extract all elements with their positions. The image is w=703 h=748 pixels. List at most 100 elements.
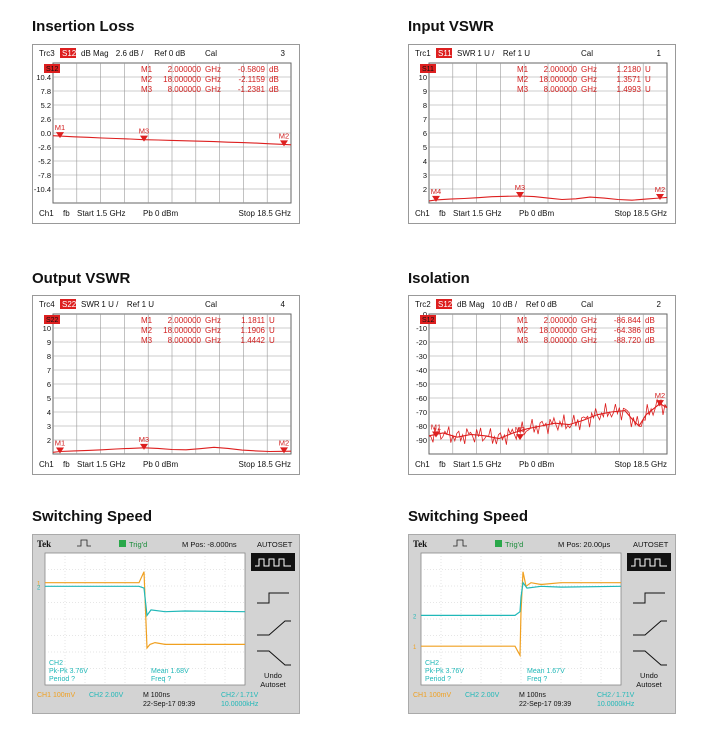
footer-channel: Ch1 <box>39 460 54 469</box>
acquire-icon <box>453 539 467 547</box>
marker-point-label: M1 <box>431 423 441 432</box>
status-date: 22-Sep-17 09:39 <box>143 701 195 708</box>
y-tick-label: -60 <box>416 394 427 403</box>
marker-table-unit: GHz <box>205 336 221 345</box>
ch2-marker: 2 <box>413 614 417 620</box>
status-ch1: CH1 100mV <box>37 692 75 699</box>
y-tick-label: 6 <box>423 129 427 138</box>
marker-point-label: M2 <box>655 391 665 400</box>
footer-fb: fb <box>63 460 70 469</box>
trace-tag: S12 <box>46 66 59 73</box>
footer-fb: fb <box>439 209 446 218</box>
footer-start: Start 1.5 GHz <box>77 460 125 469</box>
marker-table-unit: GHz <box>205 75 221 84</box>
y-tick-label: -7.8 <box>38 171 51 180</box>
marker-table-vunit: U <box>269 336 275 345</box>
mean-measure: Mean 1.67V <box>527 668 565 675</box>
footer-fb: fb <box>439 460 446 469</box>
ramp-edge-icon <box>633 620 667 636</box>
marker-table-name: M3 <box>141 85 153 94</box>
y-tick-label: 0 <box>423 310 427 319</box>
title-input-vswr: Input VSWR <box>408 18 494 35</box>
header-param: S12 <box>438 300 453 309</box>
y-tick-label: -40 <box>416 366 427 375</box>
square-wave-icon <box>631 558 667 567</box>
ramp-edge-icon <box>257 620 291 636</box>
series-trace <box>52 446 292 453</box>
chart-svg-0: Trc3 S12 dB Mag 2.6 dB / Ref 0 dB Cal 3 10.4 7.8… <box>34 48 292 218</box>
status-m: M 100ns <box>143 692 170 699</box>
title-output-vswr: Output VSWR <box>32 270 131 287</box>
marker-table-name: M1 <box>517 316 529 325</box>
marker-table-name: M2 <box>517 326 529 335</box>
undo-label: Undo <box>640 671 658 680</box>
header-cal: Cal <box>205 300 217 309</box>
falling-edge-icon <box>257 650 291 666</box>
marker-table-vunit: U <box>269 316 275 325</box>
header-trace: Trc2 <box>415 300 431 309</box>
marker-point <box>516 434 524 441</box>
header-trace: Trc3 <box>39 49 55 58</box>
y-tick-label: 3 <box>423 171 427 180</box>
header-param: S22 <box>62 300 77 309</box>
marker-table-vunit: U <box>269 326 275 335</box>
marker-point-label: M3 <box>139 127 149 136</box>
footer-power: Pb 0 dBm <box>519 209 554 218</box>
marker-table-unit: GHz <box>581 65 597 74</box>
header-ref: Ref 0 dB <box>526 300 557 309</box>
trace-tag: S22 <box>46 317 59 324</box>
y-tick-label: 7.8 <box>41 87 51 96</box>
chart-input-vswr: Trc1 S11 SWR 1 U / Ref 1 U Cal 1 10 9 8 7 6 5 4 3 2 S11 M… <box>408 44 676 224</box>
scope-mpos: M Pos: -8.000ns <box>182 540 237 549</box>
y-tick-label: 7 <box>423 115 427 124</box>
y-tick-label: 5.2 <box>41 101 51 110</box>
marker-point-label: M1 <box>55 123 65 132</box>
y-tick-label: 5 <box>423 143 427 152</box>
ch2-measure: Period ? <box>425 676 451 683</box>
marker-point-label: M2 <box>279 438 289 447</box>
marker-table-freq: 18.000000 <box>539 75 577 84</box>
marker-table-vunit: dB <box>645 326 655 335</box>
marker-table-vunit: dB <box>269 85 279 94</box>
ch2-measure: Period ? <box>49 676 75 683</box>
scope-trig-status: Trig'd <box>505 540 523 549</box>
header-param-badge <box>60 299 76 309</box>
marker-table-unit: GHz <box>581 316 597 325</box>
marker-table-name: M3 <box>141 336 153 345</box>
trig-indicator <box>119 540 126 547</box>
y-tick-label: 4 <box>47 408 51 417</box>
chart-svg-2: Trc4 S22 SWR 1 U / Ref 1 U Cal 4 10 9 8 7 6 5 4 3 2 S22 M… <box>39 299 292 469</box>
y-tick-label: 10.4 <box>36 73 51 82</box>
marker-table-freq: 2.000000 <box>544 316 578 325</box>
header-cal: Cal <box>581 49 593 58</box>
marker-table-name: M1 <box>141 65 153 74</box>
header-param: S11 <box>438 49 452 58</box>
marker-point-label: M3 <box>139 435 149 444</box>
scope-trig-status: Trig'd <box>129 540 147 549</box>
scope-trace-ch2 <box>421 581 622 617</box>
title-switching-speed-1: Switching Speed <box>32 508 153 525</box>
marker-point <box>280 140 288 147</box>
footer-power: Pb 0 dBm <box>519 460 554 469</box>
marker-table-unit: GHz <box>205 316 221 325</box>
autoset-label: Autoset <box>636 680 662 689</box>
marker-table-value: 1.1811 <box>241 316 265 325</box>
y-tick-label: -2.6 <box>38 143 51 152</box>
footer-stop: Stop 18.5 GHz <box>239 460 291 469</box>
header-cal: Cal <box>581 300 593 309</box>
marker-table-vunit: dB <box>269 65 279 74</box>
header-scale: 2.6 dB / <box>116 49 144 58</box>
marker-table-name: M3 <box>517 336 529 345</box>
ch2-measure: CH2 <box>49 660 63 667</box>
ch2-marker: 2 <box>37 585 41 591</box>
y-tick-label: 10 <box>43 324 51 333</box>
series-trace <box>52 135 292 146</box>
footer-channel: Ch1 <box>415 460 430 469</box>
marker-table-freq: 18.000000 <box>539 326 577 335</box>
trace-tag-badge <box>420 64 436 73</box>
menu-square-wave-button <box>251 553 295 571</box>
marker-point <box>432 195 440 202</box>
marker-table-vunit: dB <box>645 316 655 325</box>
y-tick-label: -90 <box>416 436 427 445</box>
scope-brand: Tek <box>413 539 427 549</box>
